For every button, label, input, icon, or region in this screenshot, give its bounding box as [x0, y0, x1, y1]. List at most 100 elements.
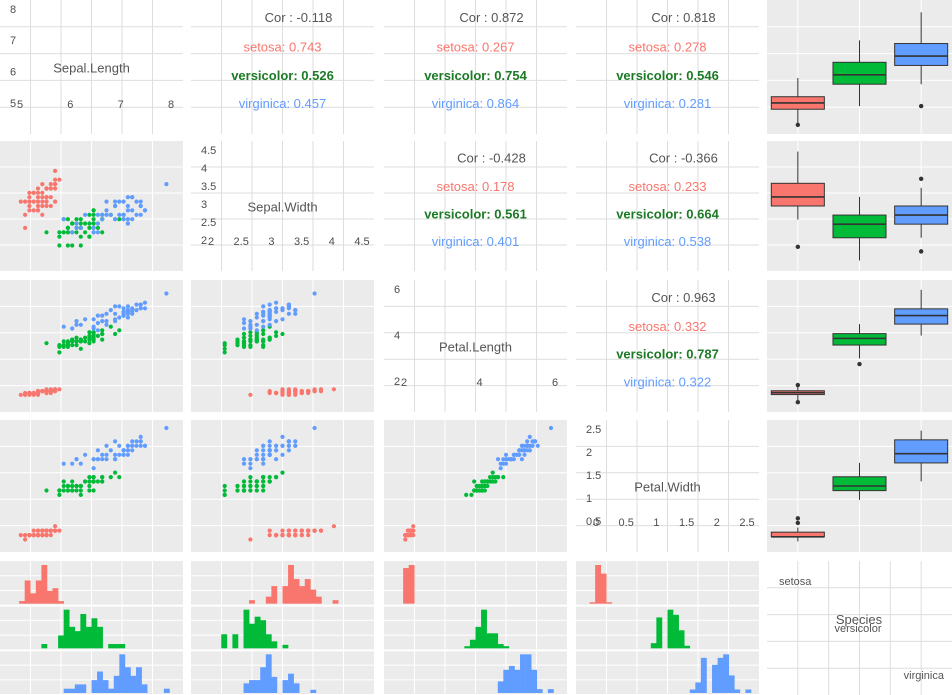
- point-setosa: [27, 190, 32, 195]
- hist-bar-setosa: [595, 565, 601, 604]
- point-virginica: [142, 306, 148, 311]
- box-versicolor: [832, 333, 887, 346]
- point-virginica: [130, 448, 135, 453]
- x-tick-label: 2.5: [739, 517, 754, 529]
- point-virginica: [125, 221, 130, 226]
- point-versicolor: [87, 475, 92, 480]
- box-virginica: [894, 308, 949, 325]
- point-versicolor: [65, 343, 70, 348]
- point-versicolor: [78, 492, 83, 497]
- point-setosa: [48, 533, 53, 538]
- point-virginica: [533, 439, 538, 444]
- hist-bar-versicolor: [673, 614, 679, 649]
- hist-bar-versicolor: [486, 633, 493, 649]
- hist-bar-virginica: [695, 682, 702, 693]
- hist-bar-versicolor: [503, 646, 510, 649]
- point-versicolor: [57, 488, 62, 493]
- point-virginica: [78, 322, 83, 327]
- point-setosa: [57, 528, 62, 533]
- point-versicolor: [83, 339, 88, 344]
- cor-label-cor: Cor : 0.872: [459, 10, 523, 25]
- point-setosa: [44, 203, 49, 209]
- point-virginica: [261, 452, 266, 457]
- hist-bar-setosa: [332, 600, 339, 604]
- point-virginica: [241, 461, 247, 466]
- point-setosa: [403, 537, 408, 542]
- hist-bar-virginica: [712, 664, 718, 693]
- hist-bar-versicolor: [63, 609, 70, 649]
- point-versicolor: [78, 337, 83, 342]
- x-tick-label: 6: [67, 99, 73, 111]
- hist-bar-virginica: [310, 689, 317, 693]
- point-versicolor: [241, 335, 247, 340]
- hist-bar-virginica: [734, 689, 741, 693]
- point-virginica: [130, 208, 135, 213]
- hist-bar-setosa: [293, 579, 300, 604]
- hist-bar-virginica: [91, 680, 98, 693]
- cor-label-versicolor: versicolor: 0.561: [424, 207, 527, 222]
- point-virginica: [286, 311, 291, 316]
- hist-bar-versicolor: [260, 620, 267, 649]
- point-virginica: [113, 452, 118, 457]
- point-versicolor: [87, 341, 92, 346]
- point-versicolor: [469, 492, 474, 497]
- point-setosa: [44, 389, 49, 394]
- y-tick-label: 1: [586, 493, 592, 505]
- point-virginica: [130, 195, 135, 200]
- point-versicolor: [261, 339, 266, 344]
- point-setosa: [31, 199, 36, 204]
- point-virginica: [138, 443, 143, 448]
- hist-bar-virginica: [80, 684, 87, 693]
- y-tick-label: 1.5: [586, 470, 601, 482]
- point-setosa: [286, 533, 291, 538]
- point-versicolor: [61, 483, 66, 489]
- point-versicolor: [78, 483, 83, 489]
- point-virginica: [78, 461, 83, 466]
- point-versicolor: [248, 488, 253, 493]
- point-virginica: [254, 322, 259, 327]
- point-virginica: [248, 319, 253, 324]
- hist-bar-versicolor: [58, 635, 64, 649]
- hist-bar-virginica: [163, 688, 170, 693]
- point-versicolor: [65, 243, 70, 248]
- point-setosa: [40, 199, 45, 204]
- hist-bar-versicolor: [41, 644, 48, 649]
- point-versicolor: [254, 331, 259, 337]
- point-setosa: [331, 524, 336, 529]
- point-virginica: [61, 324, 66, 329]
- hist-bar-versicolor: [254, 616, 261, 649]
- point-virginica: [280, 308, 285, 313]
- point-virginica: [117, 304, 122, 309]
- point-versicolor: [87, 479, 92, 484]
- point-virginica: [100, 452, 105, 457]
- point-versicolor: [78, 217, 83, 222]
- box-versicolor: [832, 61, 887, 85]
- point-setosa: [274, 533, 279, 538]
- hist-bar-virginica: [689, 689, 696, 693]
- hist-bar-virginica: [745, 689, 752, 693]
- hist-bar-virginica: [119, 654, 126, 693]
- point-versicolor: [248, 343, 253, 348]
- box-virginica: [894, 439, 949, 464]
- point-versicolor: [91, 339, 96, 344]
- hist-bar-setosa: [249, 600, 255, 604]
- point-virginica: [95, 320, 100, 326]
- y-tick-label: 7: [10, 35, 16, 47]
- point-versicolor: [261, 483, 266, 489]
- point-setosa: [53, 199, 58, 204]
- point-versicolor: [267, 475, 272, 480]
- point-setosa: [280, 533, 285, 538]
- point-versicolor: [241, 479, 247, 484]
- point-versicolor: [57, 234, 62, 239]
- hist-bar-versicolor: [464, 646, 471, 649]
- point-versicolor: [65, 483, 70, 489]
- hist-bar-versicolor: [271, 641, 278, 649]
- point-versicolor: [241, 339, 247, 344]
- hist-bar-virginica: [728, 675, 735, 693]
- point-virginica: [117, 199, 122, 204]
- point-virginica: [74, 225, 79, 230]
- point-virginica: [95, 448, 100, 453]
- point-virginica: [286, 302, 291, 307]
- point-virginica: [280, 434, 285, 439]
- point-virginica: [108, 308, 113, 313]
